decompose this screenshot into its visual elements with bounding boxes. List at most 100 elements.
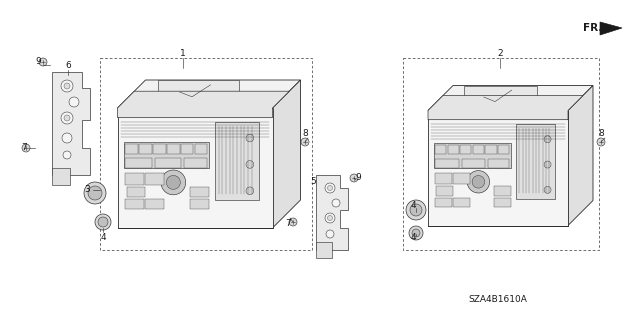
Text: 9: 9 xyxy=(35,57,41,66)
Circle shape xyxy=(472,175,484,188)
Text: 4: 4 xyxy=(410,202,416,211)
Text: 8: 8 xyxy=(302,130,308,138)
FancyBboxPatch shape xyxy=(494,198,511,207)
Circle shape xyxy=(62,133,72,143)
FancyBboxPatch shape xyxy=(485,145,497,154)
Circle shape xyxy=(22,144,30,152)
FancyBboxPatch shape xyxy=(488,159,509,168)
FancyBboxPatch shape xyxy=(473,145,484,154)
Circle shape xyxy=(412,229,420,237)
Polygon shape xyxy=(568,85,593,226)
FancyBboxPatch shape xyxy=(127,187,145,197)
Polygon shape xyxy=(52,168,70,185)
Text: 9: 9 xyxy=(355,174,361,182)
Circle shape xyxy=(328,186,333,190)
Text: 7: 7 xyxy=(21,144,27,152)
FancyBboxPatch shape xyxy=(453,173,470,184)
FancyBboxPatch shape xyxy=(498,145,509,154)
Polygon shape xyxy=(118,108,273,228)
Circle shape xyxy=(166,175,180,189)
Circle shape xyxy=(410,204,422,216)
FancyBboxPatch shape xyxy=(125,173,144,185)
Polygon shape xyxy=(600,22,622,35)
Circle shape xyxy=(63,151,71,159)
FancyBboxPatch shape xyxy=(435,198,452,207)
Circle shape xyxy=(61,80,73,92)
Text: 5: 5 xyxy=(310,177,316,187)
Circle shape xyxy=(325,183,335,193)
Circle shape xyxy=(84,182,106,204)
FancyBboxPatch shape xyxy=(453,198,470,207)
Text: 3: 3 xyxy=(84,186,90,195)
Text: SZA4B1610A: SZA4B1610A xyxy=(468,295,527,305)
Circle shape xyxy=(467,171,490,193)
Circle shape xyxy=(95,214,111,230)
FancyBboxPatch shape xyxy=(125,159,152,168)
Circle shape xyxy=(328,216,333,220)
FancyBboxPatch shape xyxy=(434,143,511,168)
FancyBboxPatch shape xyxy=(125,144,138,154)
Circle shape xyxy=(326,230,334,238)
Circle shape xyxy=(544,161,551,168)
FancyBboxPatch shape xyxy=(435,159,459,168)
Circle shape xyxy=(61,112,73,124)
Circle shape xyxy=(69,97,79,107)
Polygon shape xyxy=(118,80,301,108)
Circle shape xyxy=(64,83,70,89)
Polygon shape xyxy=(506,100,537,110)
FancyBboxPatch shape xyxy=(190,187,209,197)
FancyBboxPatch shape xyxy=(155,159,181,168)
FancyBboxPatch shape xyxy=(461,159,485,168)
Polygon shape xyxy=(204,96,239,105)
Circle shape xyxy=(246,187,253,195)
Circle shape xyxy=(544,136,551,143)
Circle shape xyxy=(246,160,253,168)
Polygon shape xyxy=(52,72,90,175)
FancyBboxPatch shape xyxy=(436,186,453,196)
Circle shape xyxy=(289,218,297,226)
FancyBboxPatch shape xyxy=(181,144,193,154)
Polygon shape xyxy=(273,80,301,228)
Circle shape xyxy=(246,134,253,142)
Text: 2: 2 xyxy=(497,49,503,58)
FancyBboxPatch shape xyxy=(124,142,209,168)
Circle shape xyxy=(350,174,358,182)
FancyBboxPatch shape xyxy=(125,199,144,209)
FancyBboxPatch shape xyxy=(516,124,556,199)
Circle shape xyxy=(597,138,605,146)
FancyBboxPatch shape xyxy=(153,144,166,154)
Circle shape xyxy=(88,186,102,200)
Circle shape xyxy=(406,200,426,220)
Circle shape xyxy=(332,199,340,207)
Circle shape xyxy=(409,226,423,240)
FancyBboxPatch shape xyxy=(494,186,511,196)
FancyBboxPatch shape xyxy=(190,199,209,209)
FancyBboxPatch shape xyxy=(447,145,459,154)
Polygon shape xyxy=(316,175,348,250)
Circle shape xyxy=(325,213,335,223)
FancyBboxPatch shape xyxy=(145,173,164,185)
Polygon shape xyxy=(118,91,289,118)
Polygon shape xyxy=(428,95,583,120)
FancyBboxPatch shape xyxy=(215,122,259,200)
Text: 6: 6 xyxy=(65,62,71,70)
Circle shape xyxy=(161,170,186,195)
FancyBboxPatch shape xyxy=(167,144,179,154)
FancyBboxPatch shape xyxy=(140,144,152,154)
Polygon shape xyxy=(428,110,568,226)
Text: 4: 4 xyxy=(410,234,416,242)
FancyBboxPatch shape xyxy=(435,145,446,154)
Polygon shape xyxy=(316,242,332,258)
Circle shape xyxy=(39,58,47,66)
FancyBboxPatch shape xyxy=(184,159,207,168)
FancyBboxPatch shape xyxy=(435,173,452,184)
FancyBboxPatch shape xyxy=(460,145,472,154)
Circle shape xyxy=(64,115,70,121)
Polygon shape xyxy=(158,80,239,94)
Polygon shape xyxy=(464,85,537,99)
Circle shape xyxy=(544,186,551,193)
Text: 1: 1 xyxy=(180,49,186,58)
FancyBboxPatch shape xyxy=(145,199,164,209)
Text: 8: 8 xyxy=(598,130,604,138)
FancyBboxPatch shape xyxy=(195,144,207,154)
